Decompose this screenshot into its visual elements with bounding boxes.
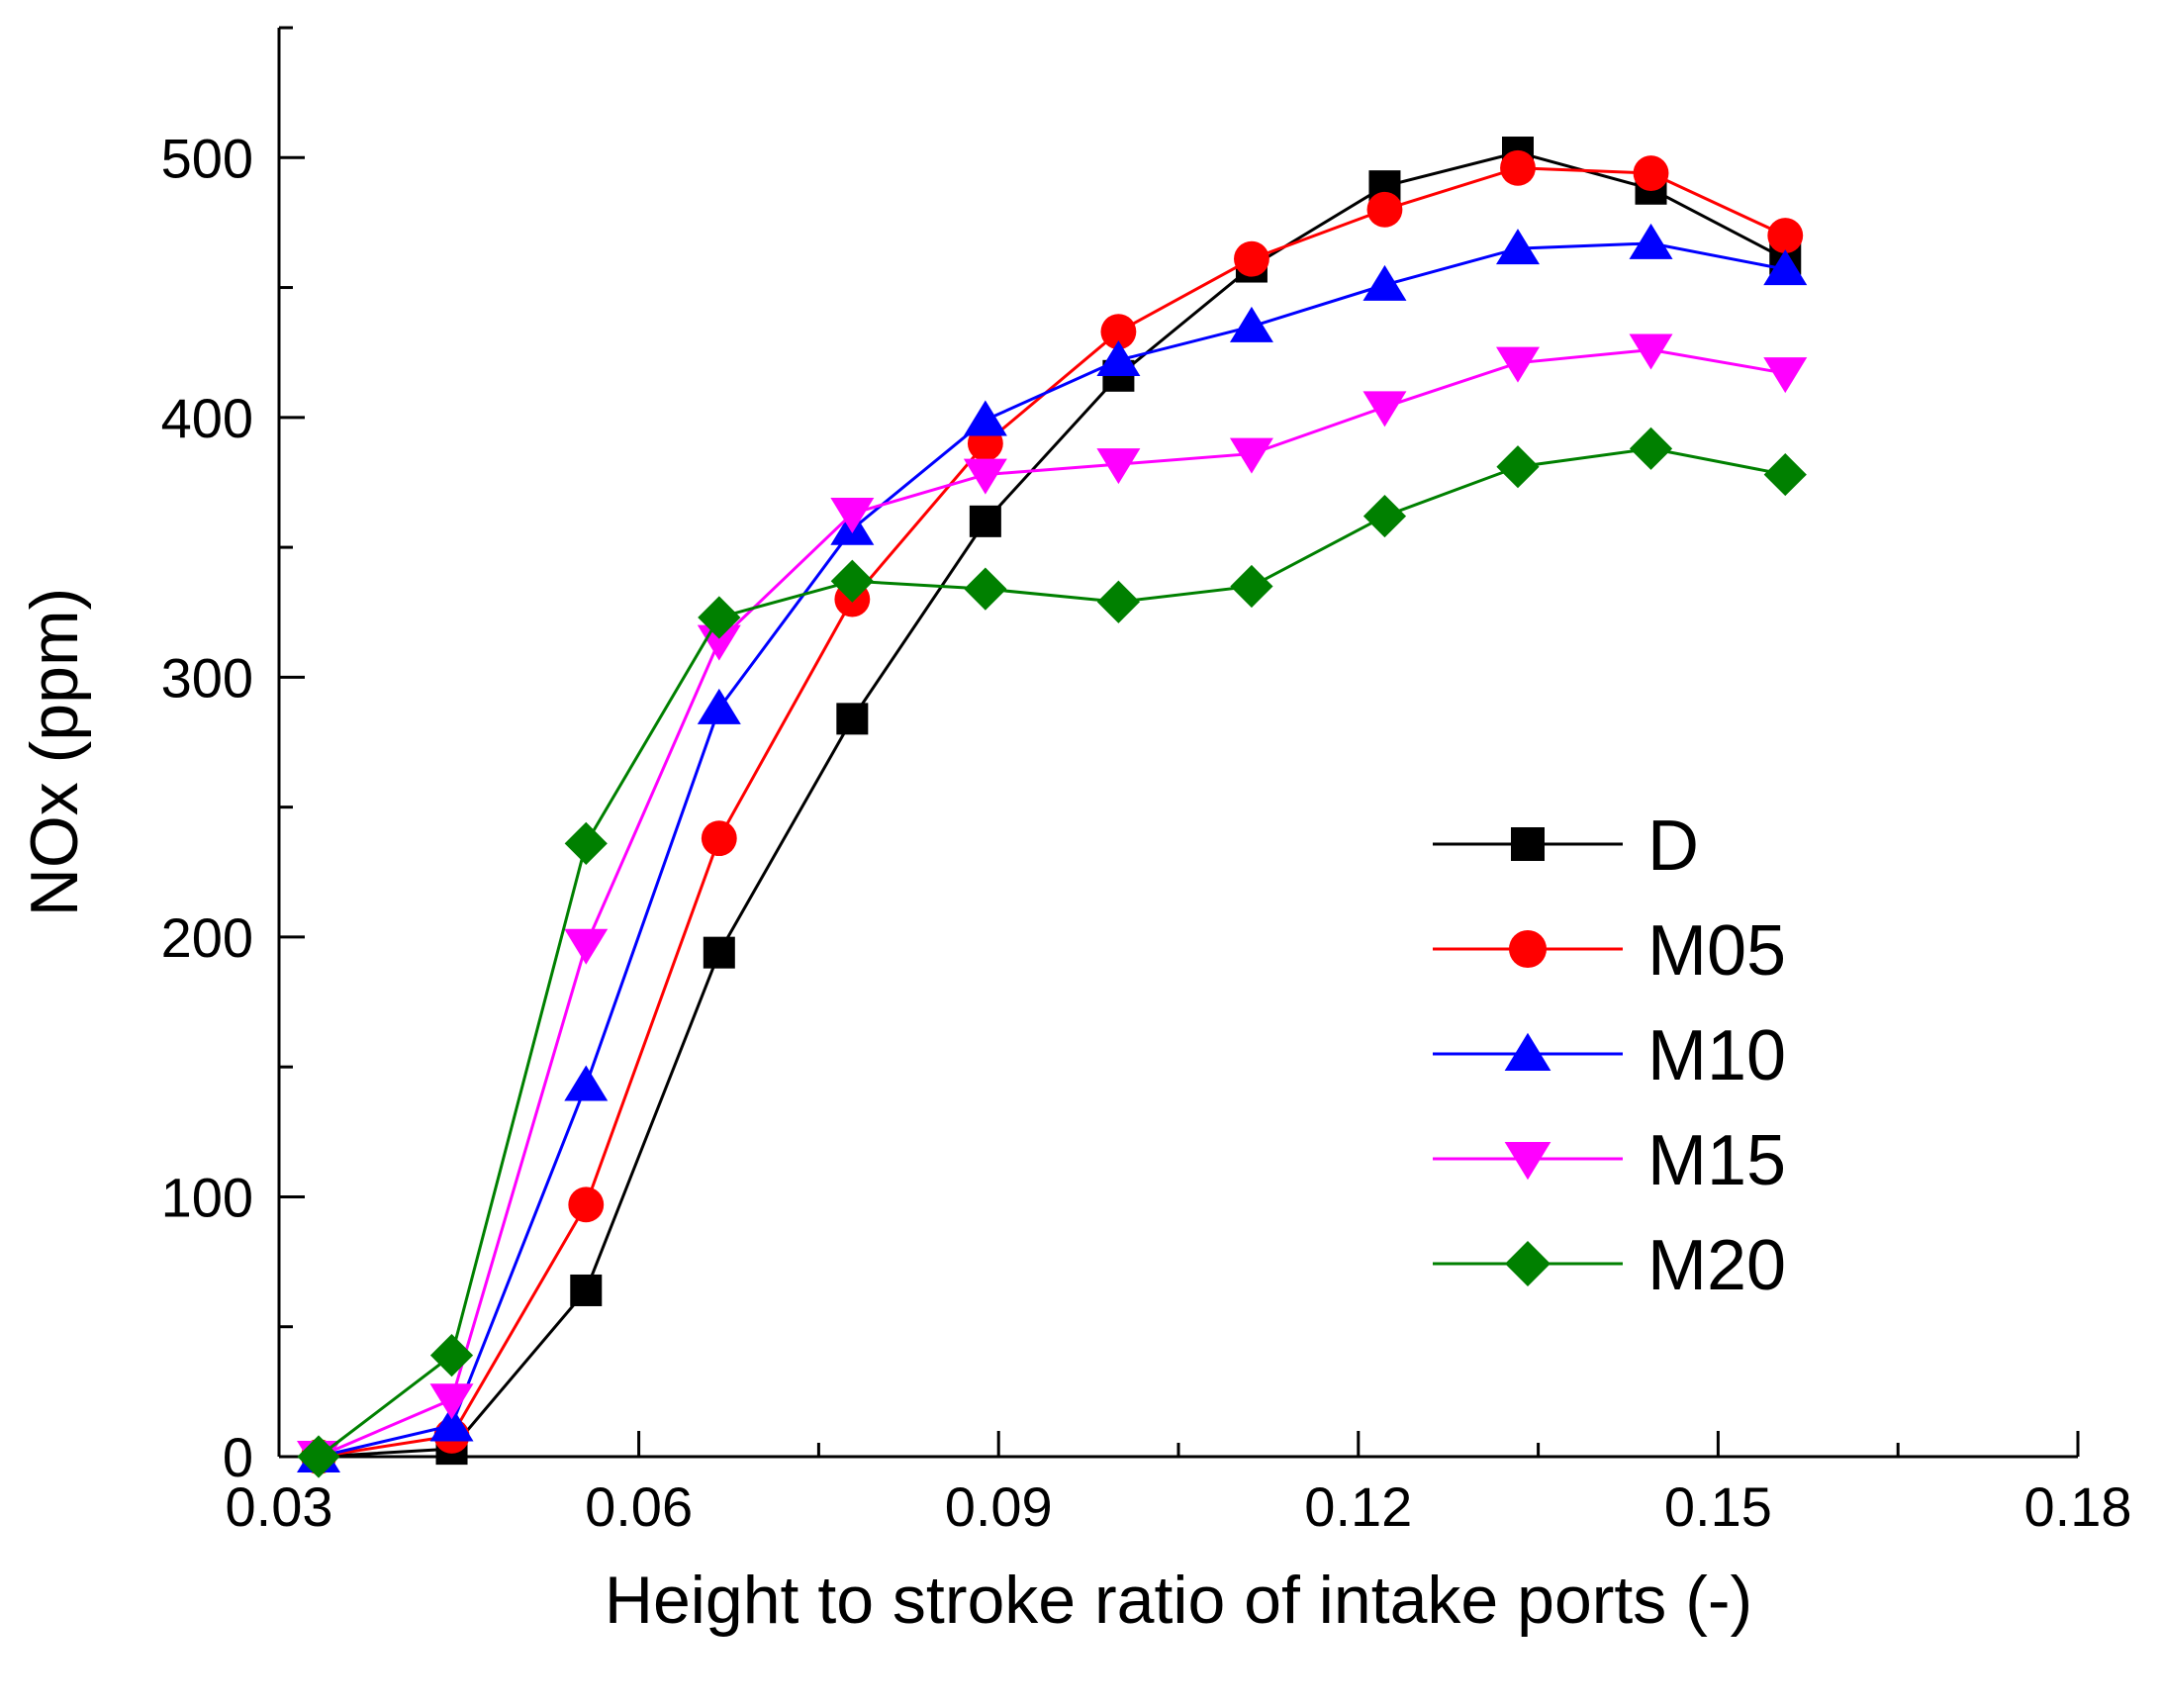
data-point: [698, 596, 741, 639]
data-point: [1495, 229, 1540, 265]
series-layer: [296, 137, 1808, 1478]
series-line-m05: [318, 166, 1786, 1459]
data-point: [429, 1334, 474, 1377]
data-point: [1633, 155, 1669, 191]
legend: D M05 M10 M15 M20: [1433, 807, 1786, 1305]
series-line-m20: [318, 446, 1786, 1459]
y-axis-title: NOx (ppm): [17, 588, 92, 916]
legend-marker: [1511, 827, 1545, 861]
series-d: [302, 137, 1802, 1472]
data-point: [1229, 306, 1273, 342]
data-point: [564, 928, 609, 965]
data-point: [1495, 346, 1540, 383]
data-point: [1763, 249, 1808, 286]
series-m05: [301, 149, 1804, 1474]
data-point: [1229, 437, 1273, 474]
legend-item-m15: M15: [1433, 1121, 1786, 1200]
x-tick-label: 0.15: [1664, 1475, 1772, 1538]
data-point: [1362, 264, 1407, 301]
y-tick-label: 100: [161, 1166, 253, 1228]
data-point: [1763, 357, 1808, 394]
series-line-d: [318, 150, 1786, 1459]
x-axis-title: Height to stroke ratio of intake ports (…: [605, 1563, 1752, 1638]
y-tick-label: 500: [161, 127, 253, 189]
axes: 0.03 0.06 0.09 0.12 0.15 0.18 0 100 200 300 400 500: [161, 26, 2132, 1538]
data-point: [836, 703, 869, 735]
data-point: [1096, 340, 1141, 377]
data-point: [969, 505, 1001, 537]
x-tick-label: 0.06: [585, 1475, 693, 1538]
series-m15: [296, 333, 1808, 1476]
legend-item-m10: M10: [1433, 1016, 1786, 1095]
data-point: [1763, 452, 1807, 497]
legend-label: M20: [1647, 1226, 1786, 1305]
x-tick-label: 0.12: [1304, 1475, 1412, 1538]
data-point: [964, 567, 1007, 611]
data-point: [963, 458, 1007, 495]
data-point: [564, 821, 608, 865]
data-point: [830, 497, 875, 533]
data-point: [1096, 448, 1141, 485]
data-point: [830, 559, 874, 603]
series-line-m15: [318, 348, 1786, 1459]
data-point: [1234, 240, 1269, 277]
data-point: [570, 1274, 603, 1306]
legend-label: M10: [1647, 1016, 1786, 1095]
legend-marker: [1504, 1142, 1551, 1181]
data-point: [564, 1065, 609, 1101]
series-m10: [296, 223, 1808, 1472]
legend-marker: [1508, 929, 1548, 969]
data-point: [703, 936, 735, 969]
legend-item-m05: M05: [1433, 911, 1786, 991]
y-tick-label: 200: [161, 906, 253, 969]
x-tick-label: 0.03: [226, 1475, 333, 1538]
data-point: [1362, 391, 1407, 427]
series-m20: [297, 427, 1807, 1478]
legend-item-d: D: [1433, 807, 1699, 886]
data-point: [429, 1383, 474, 1420]
legend-label: D: [1647, 807, 1699, 886]
x-tick-label: 0.09: [945, 1475, 1053, 1538]
data-point: [297, 1435, 340, 1478]
legend-label: M05: [1647, 911, 1786, 991]
data-point: [1362, 494, 1407, 538]
data-point: [701, 820, 737, 857]
data-point: [1767, 218, 1804, 253]
series-line-m10: [318, 241, 1786, 1459]
data-point: [1629, 333, 1673, 370]
data-point: [1629, 427, 1673, 470]
legend-item-m20: M20: [1433, 1226, 1786, 1305]
legend-marker: [1505, 1241, 1550, 1286]
legend-label: M15: [1647, 1121, 1786, 1200]
data-point: [963, 400, 1007, 436]
y-tick-label: 400: [161, 387, 253, 449]
data-point: [568, 1186, 605, 1223]
x-tick-label: 0.18: [2024, 1475, 2132, 1538]
data-point: [1100, 314, 1137, 350]
y-tick-label: 0: [223, 1426, 253, 1488]
data-point: [1096, 580, 1140, 623]
data-point: [1500, 149, 1536, 186]
data-point: [1496, 445, 1540, 489]
data-point: [429, 1405, 474, 1442]
data-point: [1230, 564, 1273, 609]
legend-marker: [1504, 1032, 1551, 1071]
data-point: [1366, 191, 1403, 228]
y-tick-label: 300: [161, 646, 253, 709]
data-point: [1629, 223, 1673, 259]
data-point: [697, 688, 741, 724]
